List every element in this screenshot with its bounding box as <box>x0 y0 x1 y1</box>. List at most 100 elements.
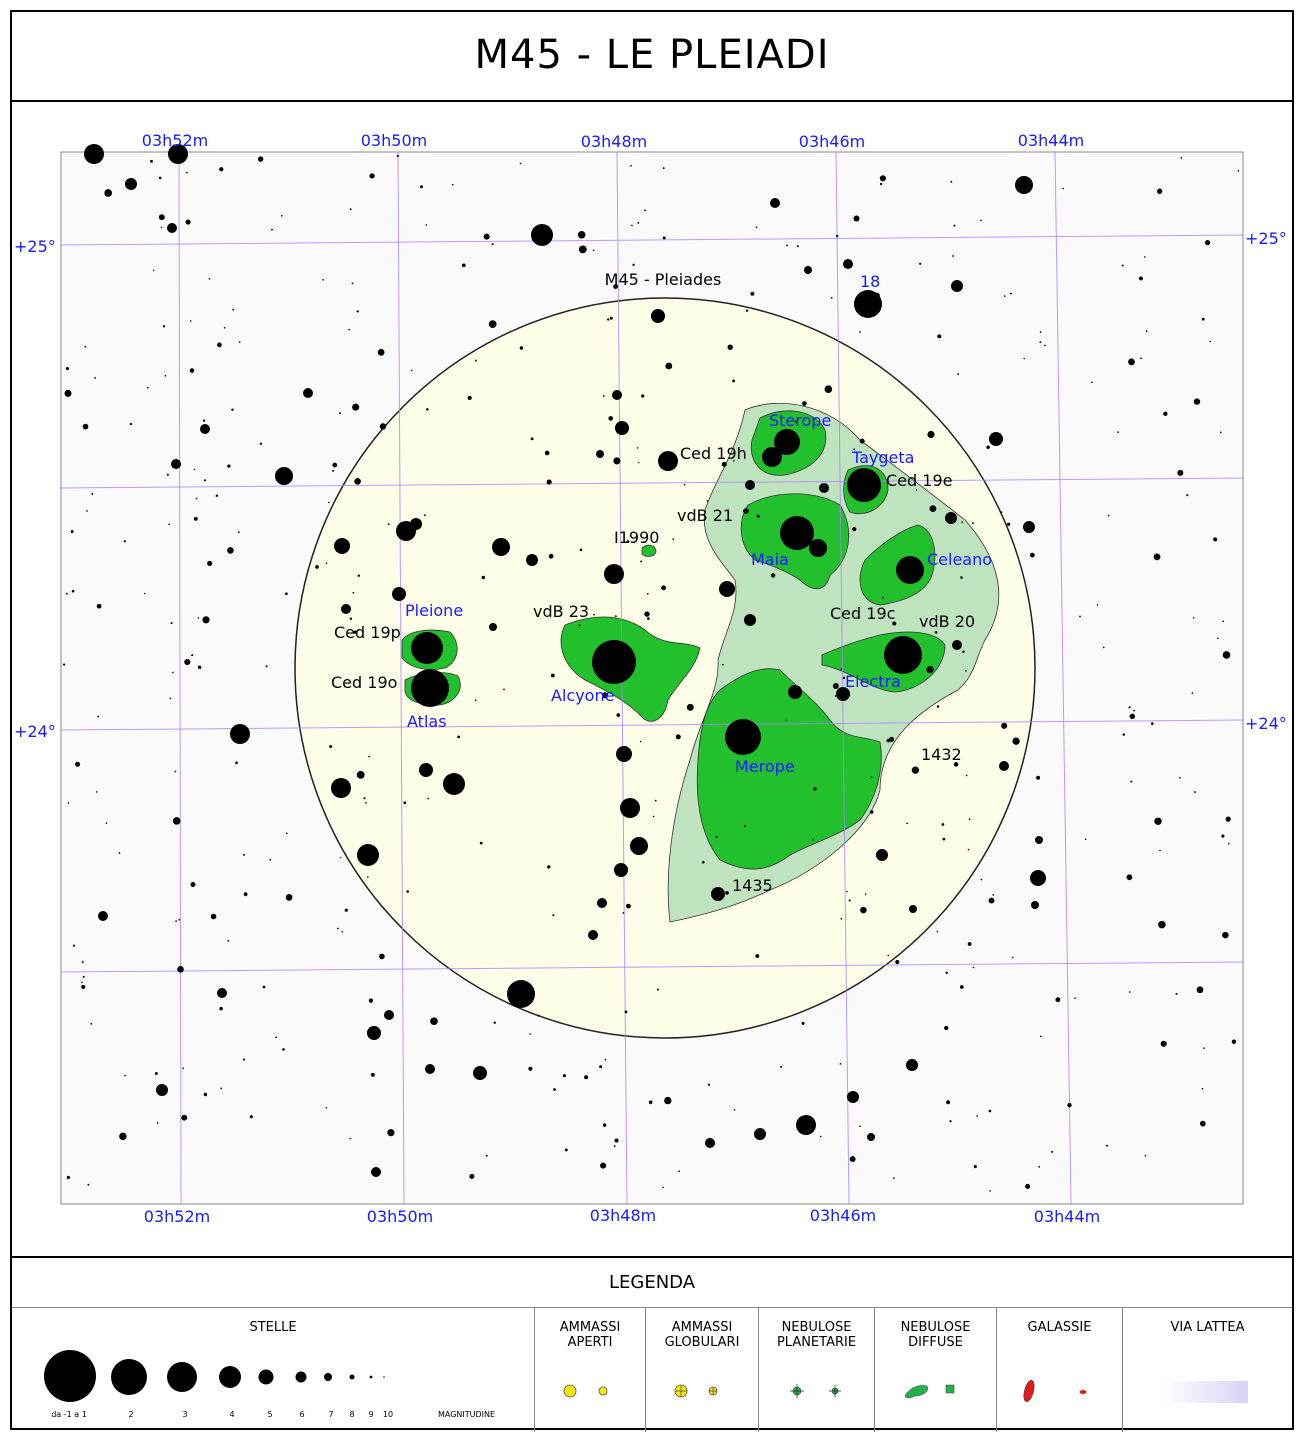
grid-line <box>60 234 1244 246</box>
star-marker <box>336 927 339 930</box>
star-marker <box>172 671 174 674</box>
star-marker <box>143 592 146 595</box>
dec-label-right: +25° <box>1245 229 1287 248</box>
star-marker <box>869 810 874 814</box>
mag-label: 10 <box>382 1410 394 1419</box>
star-marker <box>170 622 173 625</box>
star-marker <box>577 231 586 239</box>
star-marker <box>980 878 983 881</box>
grid-line <box>178 151 182 1205</box>
star-marker <box>457 735 461 739</box>
star-marker <box>352 403 360 411</box>
star-marker <box>430 1017 438 1026</box>
star-marker <box>348 328 351 331</box>
star-marker <box>368 755 370 758</box>
object-label: Ced 19p <box>334 623 401 642</box>
star-marker <box>906 1059 918 1071</box>
star-marker <box>936 705 940 708</box>
star-marker <box>1196 986 1204 994</box>
star-marker <box>1015 176 1033 194</box>
star-marker <box>1055 997 1061 1003</box>
star-marker <box>238 531 240 533</box>
legend-galaxies: GALASSIE <box>997 1308 1123 1432</box>
star-marker <box>637 221 640 224</box>
star-marker <box>936 930 939 933</box>
star-marker <box>356 770 365 779</box>
star-marker <box>832 683 839 689</box>
star-marker <box>118 852 121 854</box>
star-marker <box>848 899 851 902</box>
star-marker <box>952 640 962 650</box>
star-marker <box>530 437 534 441</box>
star-label-18: 18 <box>860 272 880 291</box>
ra-label-top: 03h46m <box>799 132 865 151</box>
star-marker <box>207 560 213 567</box>
star-marker <box>1205 240 1211 246</box>
star-marker <box>614 863 628 877</box>
star-marker <box>733 1109 736 1111</box>
star-marker <box>474 699 477 702</box>
star-marker <box>1128 358 1135 366</box>
star-marker <box>197 617 200 619</box>
star-marker <box>847 468 881 502</box>
star-marker <box>1143 256 1146 258</box>
star-marker <box>1225 816 1231 822</box>
star-marker <box>1001 722 1008 729</box>
star-marker <box>285 592 288 596</box>
star-marker <box>1000 511 1003 514</box>
chart-frame <box>10 10 1294 1430</box>
star-marker <box>275 1036 277 1039</box>
star-marker <box>887 954 889 957</box>
star-marker <box>644 611 650 617</box>
star-marker <box>847 1091 859 1103</box>
star-marker <box>181 1114 188 1121</box>
star-marker <box>363 797 366 800</box>
star-marker <box>503 688 505 691</box>
star-marker <box>870 776 873 778</box>
star-marker <box>1222 620 1224 623</box>
star-marker <box>973 1165 977 1169</box>
star-marker <box>182 1067 184 1070</box>
star-marker <box>755 226 758 229</box>
star-marker <box>200 424 210 434</box>
star-marker <box>152 269 155 272</box>
star-marker <box>830 297 833 299</box>
star-marker <box>613 457 621 465</box>
star-marker <box>387 1129 395 1137</box>
star-marker <box>370 1072 375 1077</box>
star-marker <box>341 930 344 933</box>
star-marker <box>867 1133 875 1141</box>
star-marker <box>675 734 681 740</box>
star-marker <box>208 277 211 280</box>
star-marker <box>1177 469 1184 476</box>
star-marker <box>1030 870 1046 886</box>
star-marker <box>491 243 494 246</box>
mag-label: 9 <box>368 1410 374 1419</box>
grid-line <box>60 477 1244 489</box>
star-marker <box>1154 817 1162 825</box>
star-marker <box>325 562 328 564</box>
legend-milky-way: VIA LATTEA <box>1123 1308 1292 1432</box>
star-marker <box>1067 1103 1072 1108</box>
star-marker <box>332 462 338 468</box>
star-chart: 03h52m 03h50m 03h48m 03h46m 03h44m 03h52… <box>14 131 1287 1226</box>
star-marker <box>1180 157 1183 159</box>
star-marker <box>1128 706 1131 709</box>
star-marker <box>81 984 86 989</box>
diffuse-nebula-icon <box>904 1384 955 1399</box>
star-marker <box>411 632 443 664</box>
grid-line <box>835 151 850 1205</box>
star-label-sterope: Sterope <box>769 411 831 430</box>
star-marker <box>443 773 465 795</box>
object-label: I1990 <box>614 528 659 547</box>
star-marker <box>379 423 387 430</box>
mag-star-icon <box>219 1366 241 1388</box>
star-marker <box>84 144 104 164</box>
star-marker <box>469 1173 475 1179</box>
star-marker <box>957 373 960 375</box>
star-label-atlas: Atlas <box>407 712 447 731</box>
legend-stars-header: STELLE <box>249 1320 297 1335</box>
star-marker <box>479 841 483 845</box>
star-marker <box>967 848 970 851</box>
star-marker <box>186 171 188 174</box>
